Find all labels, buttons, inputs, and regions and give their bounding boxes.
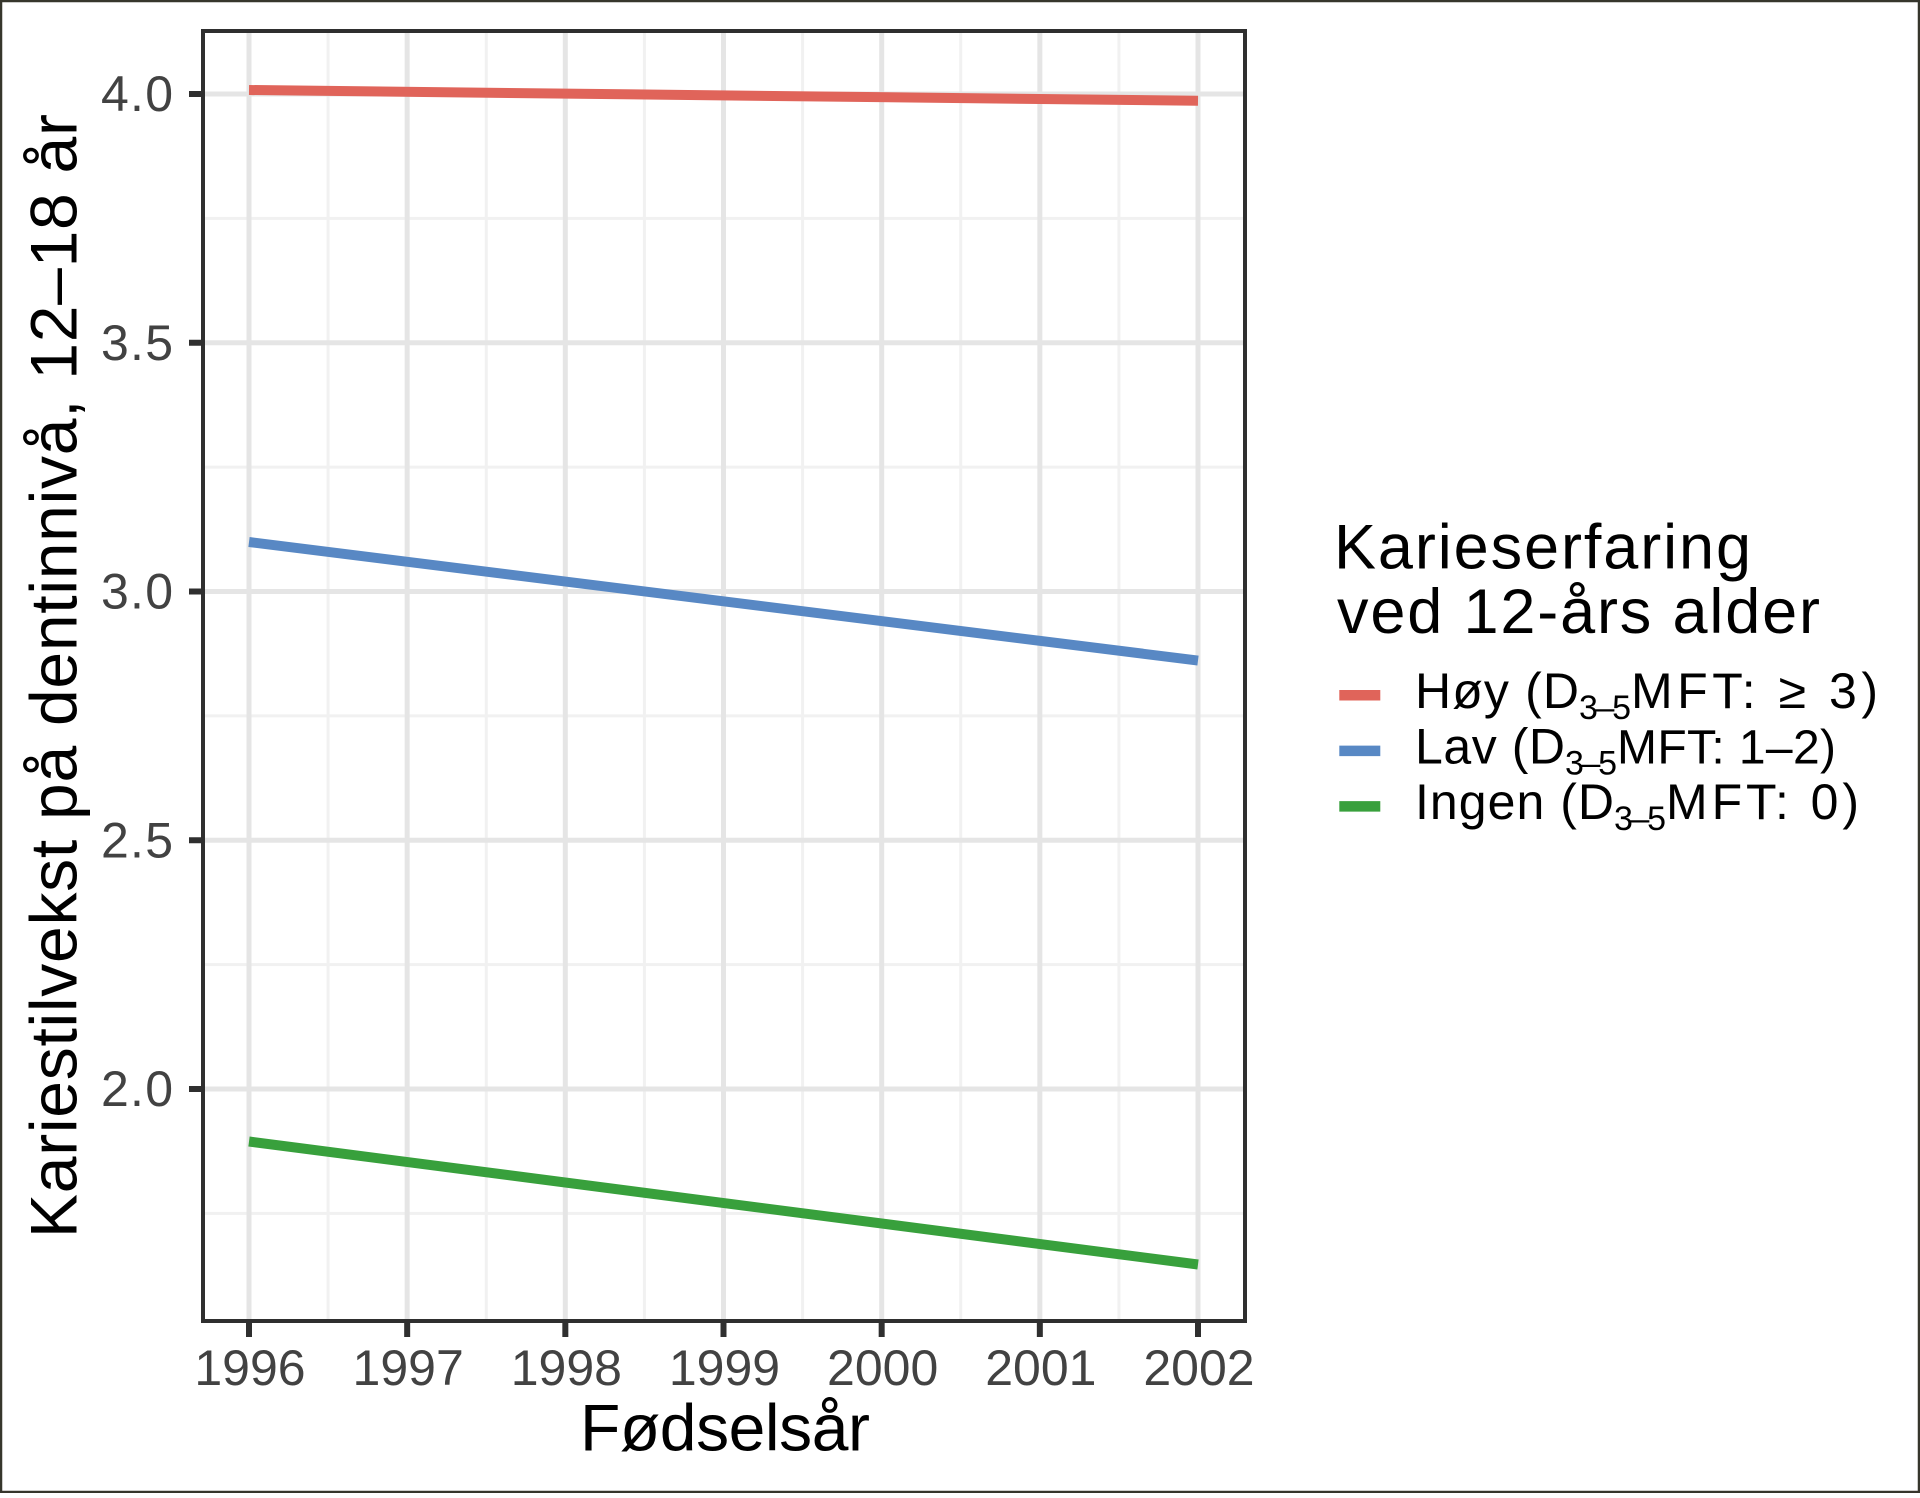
svg-text:Karieserfaring: Karieserfaring: [1334, 513, 1751, 583]
svg-text:3–5: 3–5: [1614, 800, 1666, 838]
svg-text:1998: 1998: [511, 1340, 622, 1396]
svg-text:3.0: 3.0: [101, 564, 173, 620]
svg-text:3–5: 3–5: [1565, 745, 1617, 783]
svg-text:2002: 2002: [1143, 1340, 1254, 1396]
svg-text:3.5: 3.5: [101, 315, 173, 371]
svg-text:1999: 1999: [669, 1340, 780, 1396]
svg-text:2001: 2001: [985, 1340, 1096, 1396]
svg-text:2000: 2000: [827, 1340, 938, 1396]
svg-text:MFT: 0): MFT: 0): [1666, 774, 1859, 830]
svg-text:Kariestilvekst på dentinnivå,: Kariestilvekst på dentinnivå, 12–18 år: [17, 114, 91, 1238]
svg-text:Ingen (D: Ingen (D: [1415, 774, 1614, 830]
svg-text:4.0: 4.0: [101, 66, 173, 122]
svg-text:2.5: 2.5: [101, 812, 173, 868]
svg-text:1996: 1996: [194, 1340, 305, 1396]
svg-text:MFT: ≥ 3): MFT: ≥ 3): [1631, 663, 1878, 719]
svg-text:1997: 1997: [353, 1340, 464, 1396]
svg-text:Høy (D: Høy (D: [1415, 663, 1579, 719]
svg-text:ved 12-års alder: ved 12-års alder: [1337, 577, 1820, 647]
svg-text:3–5: 3–5: [1579, 689, 1631, 727]
svg-text:Fødselsår: Fødselsår: [580, 1391, 870, 1465]
svg-text:2.0: 2.0: [101, 1061, 173, 1117]
svg-text:MFT: 1–2): MFT: 1–2): [1617, 722, 1836, 775]
svg-text:Lav (D: Lav (D: [1415, 719, 1565, 775]
